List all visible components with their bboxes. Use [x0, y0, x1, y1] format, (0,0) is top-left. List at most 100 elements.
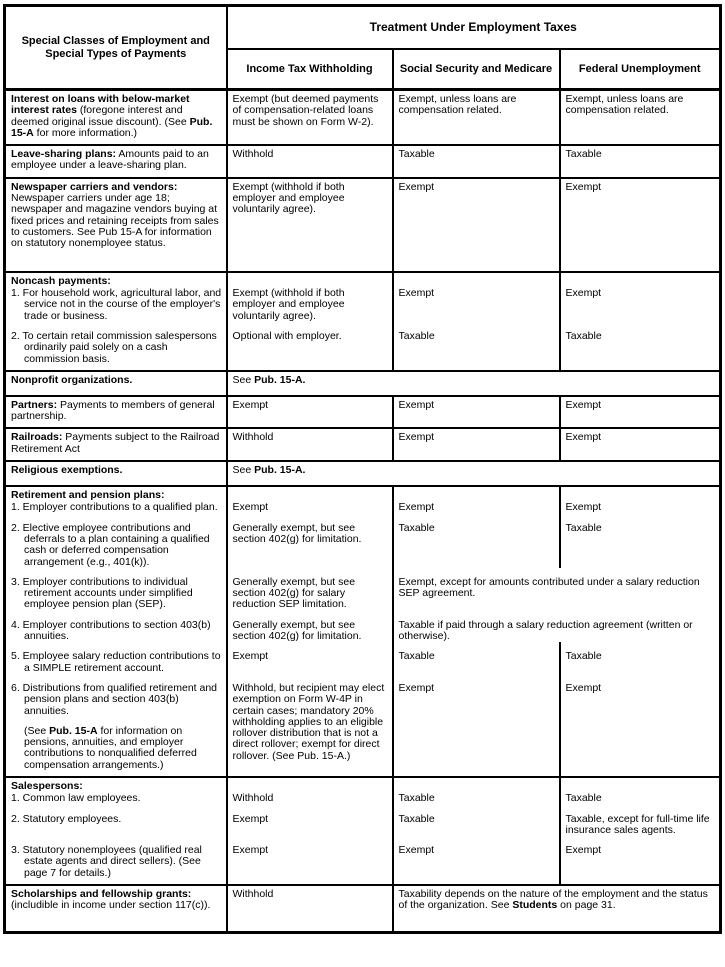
- header-federal-unemployment: Federal Unemployment: [558, 47, 721, 91]
- bold-text: Pub. 15-A: [11, 115, 213, 139]
- paragraph: Exempt: [399, 502, 555, 513]
- paragraph: Newspaper carriers and vendors: Newspape…: [11, 180, 222, 250]
- text: Taxable if paid through a salary reducti…: [398, 618, 693, 643]
- bold-text: Pub. 15-A.: [254, 464, 306, 477]
- bold-text: Pub. 15-A: [49, 724, 98, 737]
- row-salespersons-item-2: 2. Statutory employees. Exempt Taxable Taxa…: [3, 804, 721, 837]
- row-retirement-item-3: 3. Employer contributions to individual …: [3, 567, 721, 611]
- text: Exempt: [565, 180, 602, 193]
- bold-text: Railroads:: [11, 431, 63, 444]
- paragraph: Generally exempt, but see section 402(g)…: [233, 576, 388, 611]
- railroads--social-security-medicare: Exempt: [391, 427, 560, 462]
- text: Taxable: [398, 812, 435, 825]
- text: Taxable: [398, 148, 435, 161]
- scholarships--income-tax-withholding: Withhold: [225, 884, 393, 933]
- text: Withhold: [232, 792, 274, 805]
- numbered-item: 6. Distributions from qualified retireme…: [11, 681, 222, 717]
- retirement-item-6--federal-unemployment: Exempt: [558, 673, 721, 777]
- row-partners: Partners: Payments to members of general…: [3, 394, 721, 429]
- numbered-item: 3. Employer contributions to individual …: [11, 576, 222, 611]
- partners--category: Partners: Payments to members of general…: [3, 394, 227, 429]
- text: Taxable: [398, 792, 435, 805]
- noncash-heading--social-security-medicare: [391, 270, 560, 288]
- text: for more information.): [33, 126, 138, 139]
- interest-on-loans--social-security-medicare: Exempt, unless loans are compensation re…: [391, 88, 560, 146]
- retirement-heading--category: Retirement and pension plans:: [3, 485, 227, 502]
- paragraph: Exempt: [399, 682, 555, 694]
- header-income-tax-withholding: Income Tax Withholding: [225, 47, 393, 91]
- text: Taxable: [565, 148, 602, 161]
- row-noncash-heading: Noncash payments:: [3, 270, 721, 288]
- salespersons-item-1--income-tax-withholding: Withhold: [225, 792, 393, 805]
- salespersons-item-2--category: 2. Statutory employees.: [3, 804, 227, 837]
- bold-text: Noncash payments:: [11, 274, 111, 287]
- text: (See: [24, 724, 50, 737]
- paragraph: Taxable: [566, 651, 716, 662]
- retirement-item-6--social-security-medicare: Exempt: [391, 673, 560, 777]
- retirement-item-6--category: 6. Distributions from qualified retireme…: [3, 673, 227, 777]
- row-nonprofit: Nonprofit organizations. See Pub. 15-A.: [3, 369, 721, 396]
- text: Generally exempt, but see section 402(g)…: [232, 618, 362, 643]
- text: See: [232, 373, 255, 386]
- noncash-heading--income-tax-withholding: [225, 270, 393, 288]
- salespersons-item-3--social-security-medicare: Exempt: [391, 836, 560, 886]
- partners--income-tax-withholding: Exempt: [225, 394, 393, 429]
- header-special-classes: Special Classes of Employment and Specia…: [3, 4, 227, 91]
- paragraph: Taxable: [566, 149, 716, 160]
- text: 1. Employer contributions to a qualified…: [11, 501, 218, 514]
- text: Exempt: [232, 398, 269, 411]
- paragraph: Interest on loans with below-market inte…: [11, 93, 222, 139]
- paragraph: Exempt: [566, 845, 716, 856]
- paragraph: Exempt: [566, 399, 716, 411]
- newspaper-carriers--federal-unemployment: Exempt: [558, 176, 721, 272]
- retirement-item-1--social-security-medicare: Exempt: [391, 501, 560, 514]
- noncash-heading--federal-unemployment: [558, 270, 721, 288]
- retirement-item-2--category: 2. Elective employee contributions and d…: [3, 513, 227, 568]
- text: Exempt, except for amounts contributed u…: [398, 575, 700, 600]
- noncash-heading--category: Noncash payments:: [3, 270, 227, 288]
- bold-text: Social Security and Medicare: [399, 62, 553, 75]
- paragraph: Taxable: [566, 793, 716, 804]
- paragraph: Withhold: [233, 888, 388, 900]
- text: Exempt: [565, 681, 602, 694]
- paragraph: Generally exempt, but see section 402(g)…: [233, 522, 388, 546]
- paragraph: Railroads: Payments subject to the Railr…: [11, 432, 222, 455]
- interest-on-loans--federal-unemployment: Exempt, unless loans are compensation re…: [558, 88, 721, 146]
- paragraph: Scholarships and fellowship grants: (inc…: [11, 888, 222, 912]
- table-header: Special Classes of Employment and Specia…: [3, 4, 721, 91]
- text: Taxable: [565, 650, 602, 663]
- paragraph: Exempt, unless loans are compensation re…: [566, 93, 716, 117]
- text: Amounts paid to an employee under a leav…: [11, 148, 209, 172]
- text: Exempt: [398, 398, 435, 411]
- text: Exempt: [232, 844, 269, 857]
- text: Exempt, unless loans are compensation re…: [398, 93, 517, 117]
- retirement-item-1--federal-unemployment: Exempt: [558, 501, 721, 514]
- noncash-item-1--income-tax-withholding: Exempt (withhold if both employer and em…: [225, 287, 393, 322]
- text: Taxable, except for full-time life insur…: [565, 812, 710, 836]
- retirement-item-5--category: 5. Employee salary reduction contributio…: [3, 642, 227, 674]
- numbered-item: 1. Common law employees.: [11, 793, 222, 804]
- retirement-heading--federal-unemployment: [558, 485, 721, 502]
- paragraph: Withhold: [233, 149, 388, 160]
- salespersons-item-1--category: 1. Common law employees.: [3, 792, 227, 805]
- newspaper-carriers--income-tax-withholding: Exempt (withhold if both employer and em…: [225, 176, 393, 272]
- paragraph: Exempt, except for amounts contributed u…: [398, 575, 716, 600]
- text: (includible in income under section 117(…: [11, 899, 211, 912]
- paragraph: Exempt (but deemed payments of compensat…: [233, 93, 388, 128]
- newspaper-carriers--category: Newspaper carriers and vendors: Newspape…: [3, 176, 227, 272]
- retirement-item-6--income-tax-withholding: Withhold, but recipient may elect exempt…: [225, 673, 393, 777]
- text: Exempt: [565, 287, 602, 300]
- text: Withhold: [232, 431, 274, 444]
- text: 6. Distributions from qualified retireme…: [11, 681, 218, 717]
- text: Taxable: [398, 329, 435, 342]
- salespersons-heading--federal-unemployment: [558, 775, 721, 793]
- retirement-heading--social-security-medicare: [391, 485, 560, 502]
- paragraph: Exempt: [565, 180, 716, 193]
- row-scholarships: Scholarships and fellowship grants: (inc…: [3, 884, 721, 933]
- bold-text: Scholarships and fellowship grants:: [11, 888, 192, 901]
- paragraph: Taxable: [399, 793, 555, 804]
- bold-text: Newspaper carriers and vendors:: [11, 180, 178, 193]
- paragraph: Taxable: [399, 651, 555, 662]
- paragraph: Partners: Payments to members of general…: [11, 399, 222, 423]
- noncash-item-2--category: 2. To certain retail commission salesper…: [3, 321, 227, 371]
